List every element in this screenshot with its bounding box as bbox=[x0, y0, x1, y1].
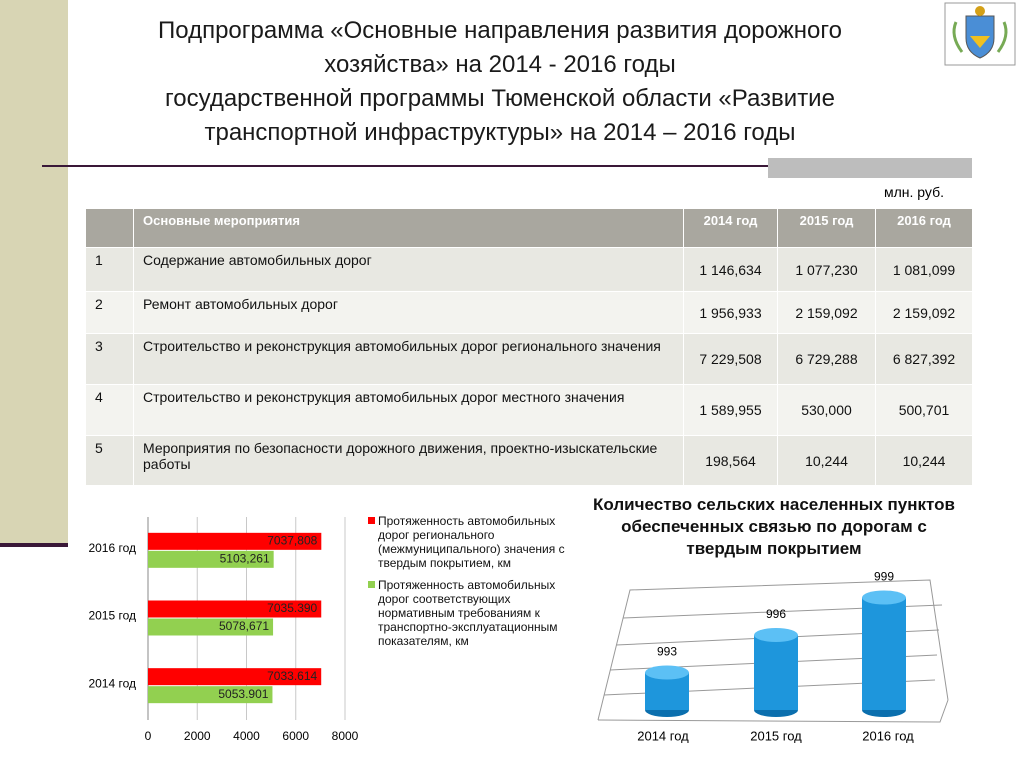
table-row: 2 Ремонт автомобильных дорог 1 956,933 2 15… bbox=[85, 291, 973, 334]
emblem bbox=[944, 2, 1016, 66]
shield-figure bbox=[970, 36, 990, 48]
y-tick-label: 2016 год bbox=[88, 541, 136, 555]
header-cell: 2014 год bbox=[683, 208, 778, 248]
table-cell: 1 081,099 bbox=[875, 247, 973, 292]
x-tick-label: 0 bbox=[145, 729, 152, 743]
legend-item: Протяженность автомобильных дорог соотве… bbox=[368, 578, 568, 648]
y-tick-label: 2014 год bbox=[88, 676, 136, 690]
table-cell: 1 146,634 bbox=[683, 247, 778, 292]
title-line: транспортной инфраструктуры» на 2014 – 2… bbox=[204, 119, 796, 146]
title-line: Подпрограмма «Основные направления разви… bbox=[158, 17, 842, 44]
table-cell: 10,244 bbox=[777, 435, 876, 486]
legend-label: Протяженность автомобильных дорог регион… bbox=[378, 514, 565, 570]
table-row: 5 Мероприятия по безопасности дорожного д… bbox=[85, 435, 973, 486]
data-label: 5103,261 bbox=[220, 552, 270, 566]
legend: Протяженность автомобильных дорог регион… bbox=[368, 514, 568, 656]
data-label: 996 bbox=[766, 607, 786, 621]
table-row: 1 Содержание автомобильных дорог 1 146,634… bbox=[85, 247, 973, 292]
x-tick-label: 2016 год bbox=[862, 728, 914, 743]
data-label: 7037,808 bbox=[267, 534, 317, 548]
x-tick-label: 4000 bbox=[233, 729, 260, 743]
bar bbox=[148, 668, 322, 686]
table-cell: Строительство и реконструкция автомобиль… bbox=[133, 384, 684, 436]
cylinder-top bbox=[645, 665, 689, 680]
table-cell: 7 229,508 bbox=[683, 333, 778, 385]
table-cell: 1 077,230 bbox=[777, 247, 876, 292]
bar bbox=[148, 618, 274, 636]
divider bbox=[42, 165, 972, 167]
table-cell: 2 bbox=[85, 291, 134, 334]
table-cell: Содержание автомобильных дорог bbox=[133, 247, 684, 292]
x-tick-label: 8000 bbox=[332, 729, 359, 743]
bar-chart: 0 2000 4000 6000 8000 2014 год 7033.614 5053.90… bbox=[88, 517, 359, 743]
x-tick-label: 6000 bbox=[282, 729, 309, 743]
table-cell: 198,564 bbox=[683, 435, 778, 486]
table-cell: 4 bbox=[85, 384, 134, 436]
table-cell: 6 729,288 bbox=[777, 333, 876, 385]
title-line: хозяйства» на 2014 - 2016 годы bbox=[324, 51, 676, 78]
data-label: 7033.614 bbox=[267, 669, 317, 683]
x-tick-label: 2000 bbox=[184, 729, 211, 743]
slide-title: Подпрограмма «Основные направления разви… bbox=[80, 14, 920, 150]
header-cell: Основные мероприятия bbox=[133, 208, 684, 248]
cylinder-chart: 993 2014 год 996 2015 год 999 2016 год bbox=[597, 570, 949, 743]
side-strip bbox=[0, 0, 68, 545]
table-cell: Ремонт автомобильных дорог bbox=[133, 291, 684, 334]
header-cell bbox=[85, 208, 134, 248]
cylinder bbox=[862, 597, 906, 710]
data-label: 5078,671 bbox=[219, 619, 269, 633]
table-cell: 5 bbox=[85, 435, 134, 486]
table-cell: Мероприятия по безопасности дорожного дв… bbox=[133, 435, 684, 486]
legend-item: Протяженность автомобильных дорог регион… bbox=[368, 514, 568, 570]
table-row: 3 Строительство и реконструкция автомобил… bbox=[85, 333, 973, 385]
y-tick-label: 2015 год bbox=[88, 609, 136, 623]
data-label: 999 bbox=[874, 570, 894, 584]
table-cell: 6 827,392 bbox=[875, 333, 973, 385]
data-label: 7035.390 bbox=[267, 601, 317, 615]
x-tick-label: 2014 год bbox=[637, 728, 689, 743]
table-cell: 1 589,955 bbox=[683, 384, 778, 436]
table-row: 4 Строительство и реконструкция автомобил… bbox=[85, 384, 973, 436]
cylinder-top bbox=[754, 628, 798, 642]
accent-bar bbox=[768, 158, 972, 178]
table-cell: 530,000 bbox=[777, 384, 876, 436]
table-cell: Строительство и реконструкция автомобиль… bbox=[133, 333, 684, 385]
table-cell: 3 bbox=[85, 333, 134, 385]
cylinder-top bbox=[862, 590, 906, 605]
table-cell: 500,701 bbox=[875, 384, 973, 436]
divider bbox=[0, 543, 68, 547]
header-row: Основные мероприятия 2014 год 2015 год 2016… bbox=[85, 208, 973, 248]
back-wall bbox=[597, 579, 949, 721]
data-label: 993 bbox=[657, 645, 677, 659]
bar bbox=[148, 600, 322, 618]
title-line: государственной программы Тюменской обла… bbox=[165, 85, 835, 112]
floor bbox=[597, 699, 949, 723]
legend-swatch bbox=[368, 517, 375, 524]
x-tick-label: 2015 год bbox=[750, 728, 802, 743]
supporters bbox=[952, 21, 1008, 53]
header-cell: 2015 год bbox=[777, 208, 876, 248]
bar bbox=[148, 550, 274, 568]
table-cell: 2 159,092 bbox=[875, 291, 973, 334]
crown bbox=[975, 6, 985, 16]
table-cell: 1 bbox=[85, 247, 134, 292]
table: Основные мероприятия 2014 год 2015 год 2016… bbox=[85, 208, 973, 486]
table-cell: 1 956,933 bbox=[683, 291, 778, 334]
header-cell: 2016 год bbox=[875, 208, 973, 248]
unit-label: млн. руб. bbox=[884, 184, 944, 200]
bar bbox=[148, 686, 273, 704]
legend-swatch bbox=[368, 581, 375, 588]
table-cell: 10,244 bbox=[875, 435, 973, 486]
cylinder bbox=[754, 635, 798, 710]
legend-label: Протяженность автомобильных дорог соотве… bbox=[378, 578, 558, 648]
bar bbox=[148, 532, 322, 550]
table-cell: 2 159,092 bbox=[777, 291, 876, 334]
data-label: 5053.901 bbox=[218, 687, 268, 701]
chart-title: Количество сельских населенных пунктов о… bbox=[593, 495, 955, 558]
